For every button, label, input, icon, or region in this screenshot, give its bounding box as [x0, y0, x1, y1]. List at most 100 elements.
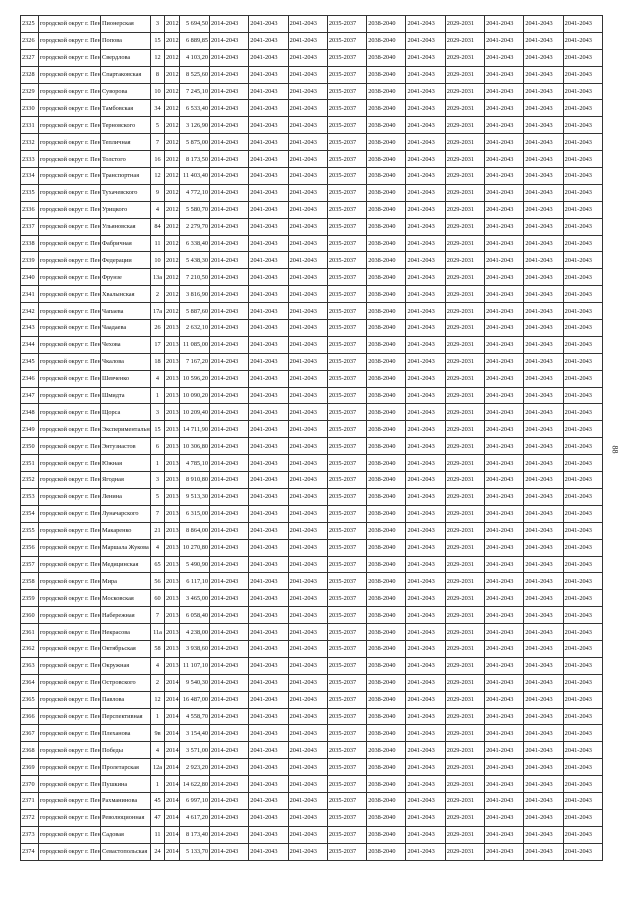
table-cell: 4 785,10 [179, 454, 210, 473]
table-cell: 2041-2043 [287, 623, 328, 641]
table-cell: 2041-2043 [248, 268, 289, 287]
table-row: 2328 городской округ г. Пенза Спартаковска… [20, 65, 603, 84]
table-cell: 2331 [20, 116, 39, 135]
table-cell: 6 058,40 [179, 606, 210, 625]
table-cell: 3 816,90 [179, 285, 210, 304]
table-cell: 2041-2043 [405, 589, 446, 608]
table-cell: 2041-2043 [562, 572, 603, 591]
table-cell: 2012 [164, 302, 180, 321]
table-cell: 2038-2040 [366, 369, 407, 388]
table-cell: 2041-2043 [562, 234, 603, 253]
table-cell: 2041-2043 [405, 555, 446, 574]
table-cell: 2041-2043 [523, 741, 564, 760]
table-cell: 2035-2037 [326, 589, 368, 608]
table-cell: городской округ г. Пенза [38, 454, 101, 473]
table-cell: 5 580,70 [179, 200, 210, 219]
table-cell: 2041-2043 [523, 420, 564, 439]
table-cell: 2014-2043 [208, 369, 250, 388]
table-cell: 2041-2043 [287, 572, 328, 591]
table-cell: 5 875,00 [179, 133, 210, 152]
table-cell: Урицкого [100, 200, 151, 219]
table-cell: 2041-2043 [562, 606, 603, 625]
table-cell: 2041-2043 [484, 48, 525, 67]
table-cell: 2041-2043 [248, 572, 289, 591]
table-cell: 2041-2043 [405, 420, 446, 439]
table-cell: 2014-2043 [208, 808, 250, 827]
table-row: 2371 городской округ г. Пенза Рахманинова 4… [20, 791, 603, 810]
table-cell: 2041-2043 [248, 403, 289, 422]
table-cell: 2041-2043 [562, 369, 603, 388]
table-cell: городской округ г. Пенза [38, 690, 101, 709]
table-cell: 2038-2040 [366, 335, 407, 354]
table-cell: 2038-2040 [366, 352, 407, 371]
table-cell: 2041-2043 [287, 808, 328, 827]
table-row: 2367 городской округ г. Пенза Плеханова 9в 2… [20, 724, 603, 743]
table-cell: 2038-2040 [366, 639, 407, 658]
table-cell: 2041-2043 [484, 808, 525, 827]
table-cell: 2326 [20, 31, 39, 50]
table-cell: 2041-2043 [484, 420, 525, 439]
table-cell: 2035-2037 [326, 471, 368, 489]
table-cell: Транспортная [100, 167, 151, 185]
table-cell: 2344 [20, 335, 39, 354]
table-cell: Федерации [100, 251, 151, 270]
table-cell: 2014-2043 [208, 302, 250, 321]
table-cell: 2340 [20, 268, 39, 287]
table-cell: 2041-2043 [248, 319, 289, 337]
table-cell: 2041-2043 [523, 842, 564, 861]
table-cell: 2014-2043 [208, 403, 250, 422]
table-cell: 2041-2043 [523, 403, 564, 422]
table-cell: 2041-2043 [562, 775, 603, 793]
table-cell: 2012 [164, 65, 180, 84]
table-cell: 3 571,00 [179, 741, 210, 760]
table-cell: 10 090,20 [179, 386, 210, 405]
table-cell: городской округ г. Пенза [38, 555, 101, 574]
table-cell: 2041-2043 [484, 454, 525, 473]
table-cell: городской округ г. Пенза [38, 200, 101, 219]
table-cell: 4 [150, 200, 165, 219]
table-cell: 2013 [164, 656, 180, 675]
table-cell: 2013 [164, 335, 180, 354]
table-cell: Шевченко [100, 369, 151, 388]
table-cell: 2329 [20, 82, 39, 101]
table-cell: 2041-2043 [484, 825, 525, 844]
table-cell: Спартаковская [100, 65, 151, 84]
table-cell: 2013 [164, 538, 180, 557]
table-cell: 10 306,80 [179, 437, 210, 456]
table-cell: 2014-2043 [208, 639, 250, 658]
table-cell: 2041-2043 [248, 639, 289, 658]
table-cell: 2035-2037 [326, 251, 368, 270]
table-cell: городской округ г. Пенза [38, 572, 101, 591]
table-row: 2326 городской округ г. Пенза Попова 15 2012… [20, 31, 603, 50]
table-cell: 2041-2043 [287, 690, 328, 709]
table-cell: 2035-2037 [326, 454, 368, 473]
table-cell: 24 [150, 842, 165, 861]
table-cell: 2014-2043 [208, 420, 250, 439]
table-cell: 6 338,40 [179, 234, 210, 253]
table-cell: 6 889,85 [179, 31, 210, 50]
table-row: 2336 городской округ г. Пенза Урицкого 4 201… [20, 200, 603, 219]
table-cell: 2013 [164, 589, 180, 608]
table-cell: 2029-2031 [444, 606, 486, 625]
table-cell: Тепличная [100, 133, 151, 152]
table-cell: 2029-2031 [444, 656, 486, 675]
table-cell: 2041-2043 [405, 791, 446, 810]
table-cell: Островского [100, 673, 151, 692]
table-cell: 2035-2037 [326, 724, 368, 743]
table-row: 2349 городской округ г. Пенза Эксперимента… [20, 420, 603, 439]
table-cell: 2041-2043 [562, 623, 603, 641]
table-cell: городской округ г. Пенза [38, 808, 101, 827]
table-cell: 2013 [164, 639, 180, 658]
table-cell: 2041-2043 [287, 302, 328, 321]
table-cell: 2014-2043 [208, 758, 250, 777]
table-cell: 2041-2043 [562, 639, 603, 658]
document: 2325 городской округ г. Пенза Пионерская 3 2… [20, 15, 603, 861]
table-cell: Ягодная [100, 471, 151, 489]
table-cell: 2041-2043 [248, 724, 289, 743]
table-cell: 21 [150, 521, 165, 540]
table-cell: городской округ г. Пенза [38, 707, 101, 726]
table-cell: 2029-2031 [444, 808, 486, 827]
table-cell: 3 [150, 471, 165, 489]
table-cell: 2041-2043 [523, 150, 564, 169]
table-cell: 2014-2043 [208, 791, 250, 810]
